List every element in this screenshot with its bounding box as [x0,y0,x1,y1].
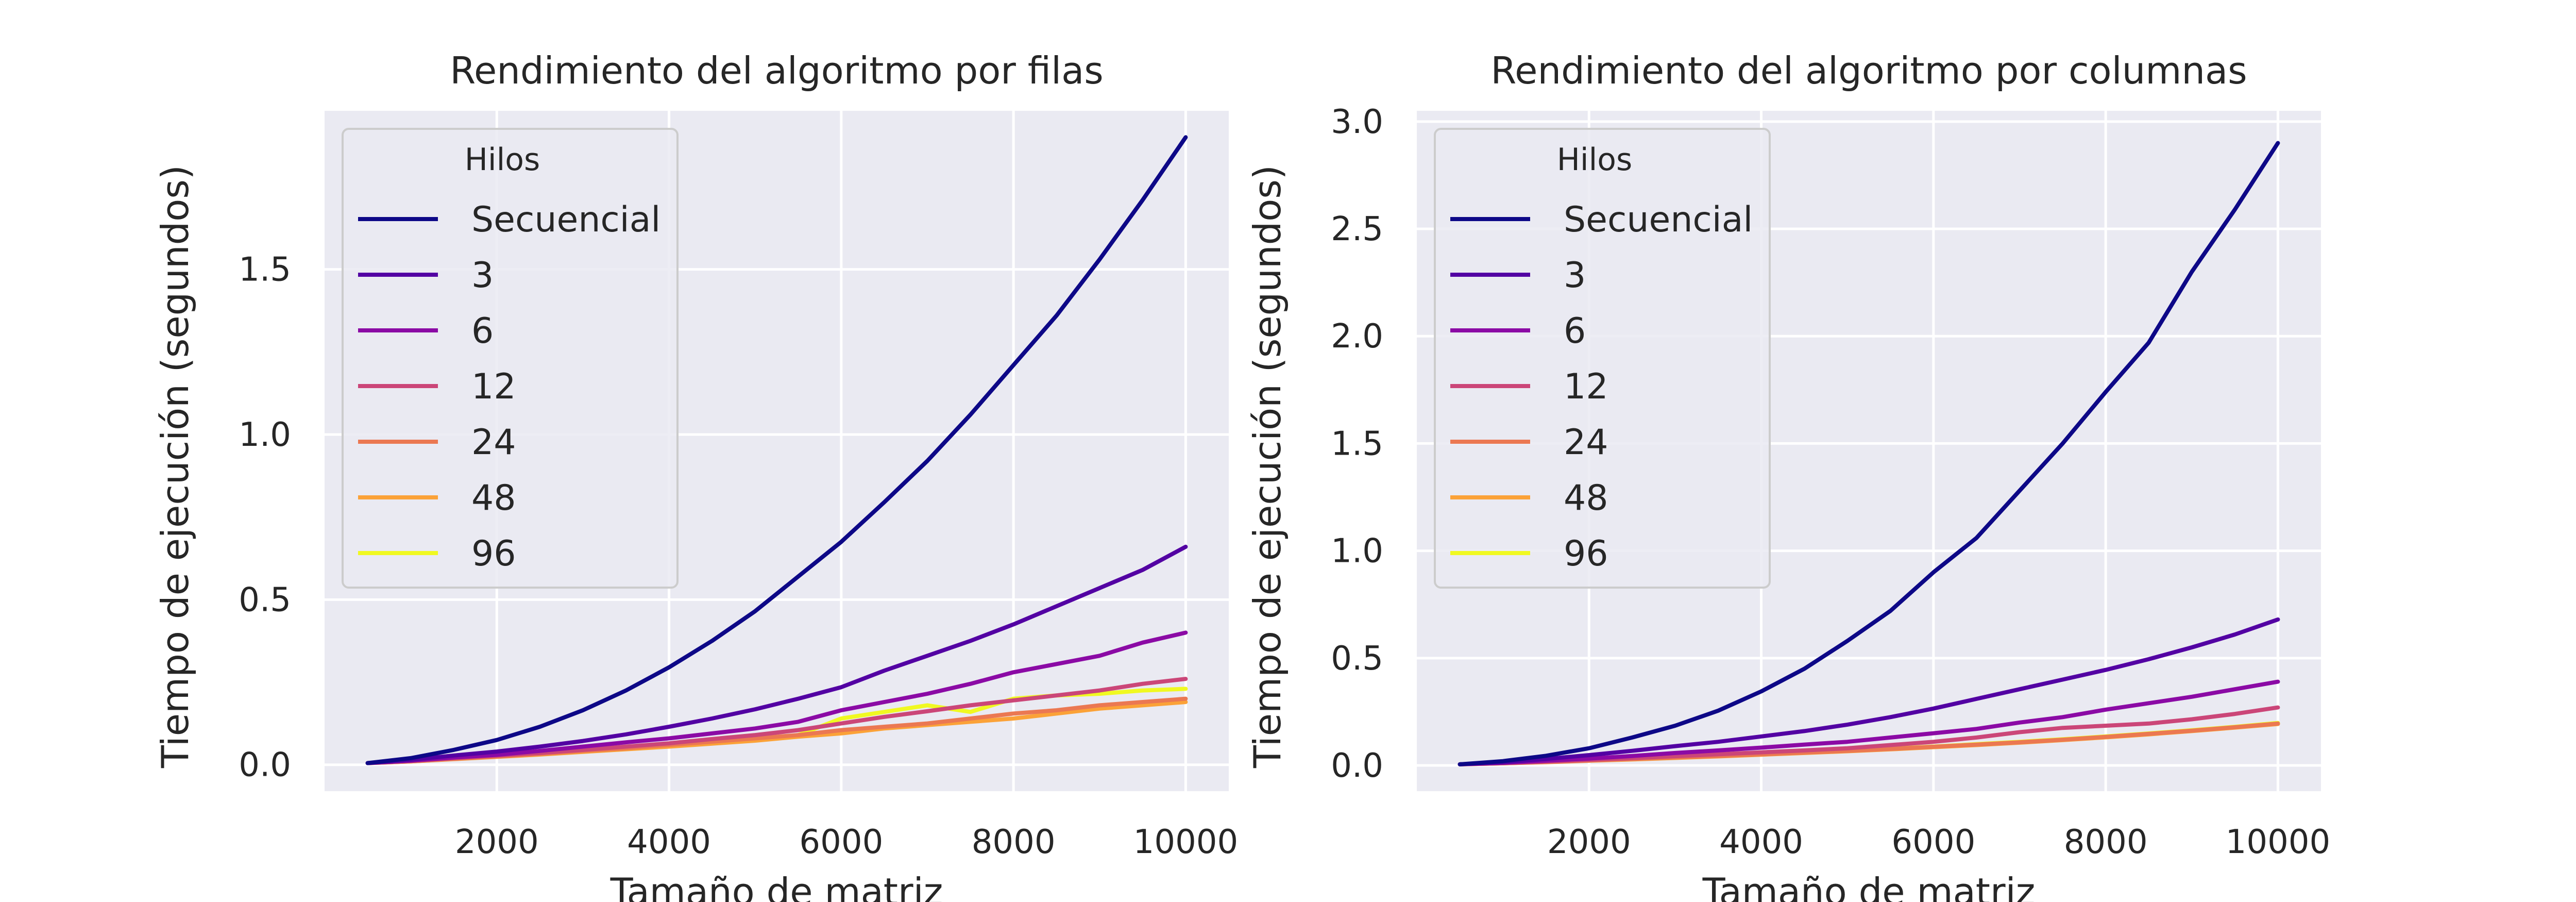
legend-label: 12 [1564,366,1608,407]
x-tick-label: 10000 [2226,823,2331,861]
legend-label: 6 [1564,311,1586,352]
y-tick-label: 1.5 [239,251,291,289]
chart-panel-2: 2000 4000 6000 8000 10000 0.0 0.5 1.0 1.5 2.0 2.5 3… [1246,49,2330,902]
legend-label: 3 [1564,255,1586,296]
legend-label: 12 [471,366,516,407]
legend-box [1434,128,1771,589]
y-tick-label: 1.0 [1331,532,1383,571]
legend-label: 24 [1564,422,1608,463]
y-tick-label: 2.5 [1331,210,1383,248]
series-line-3 [1458,617,2280,766]
y-tick-label: 0.0 [1331,747,1383,785]
legend-label: 96 [471,533,516,574]
y-tick-label: 0.5 [239,581,291,619]
x-tick-label: 2000 [455,823,539,861]
y-axis-label: Tiempo de ejecución (segundos) [1246,165,1289,769]
y-tick-label: 0.0 [239,746,291,784]
x-tick-label: 8000 [972,823,1056,861]
x-tick-label: 6000 [799,823,883,861]
legend-title: Hilos [465,142,540,178]
chart-panel-1: 2000 4000 6000 8000 10000 0.0 0.5 1.0 1.5 Rendimi… [154,49,1238,902]
series-line-3 [365,544,1188,765]
x-axis-label: Tamaño de matriz [610,870,943,902]
x-tick-label: 6000 [1891,823,1975,861]
legend-label: Secuencial [1564,199,1753,240]
legend: Hilos Secuencial 3 6 12 24 48 96 [1434,128,1771,589]
y-tick-label: 2.0 [1331,318,1383,356]
x-tick-label: 10000 [1133,823,1239,861]
series-line-secuencial [1458,141,2280,766]
legend-box [342,128,679,589]
legend-label: 24 [471,422,516,463]
chart-title: Rendimiento del algoritmo por filas [450,49,1104,92]
series-line-6 [365,630,1188,765]
x-tick-label: 8000 [2064,823,2148,861]
x-tick-label: 4000 [627,823,711,861]
x-tick-label: 2000 [1547,823,1631,861]
x-tick-label: 4000 [1719,823,1803,861]
y-tick-label: 1.0 [239,416,291,454]
y-axis-label: Tiempo de ejecución (segundos) [154,165,197,769]
legend-title: Hilos [1557,142,1632,178]
series-line-secuencial [365,135,1188,765]
legend-label: 48 [471,478,516,519]
legend-label: 96 [1564,533,1608,574]
legend-label: 3 [471,255,494,296]
y-tick-label: 1.5 [1331,425,1383,463]
chart-title: Rendimiento del algoritmo por columnas [1490,49,2247,92]
y-tick-label: 0.5 [1331,640,1383,678]
y-tick-label: 3.0 [1331,103,1383,141]
legend-label: 6 [471,311,494,352]
legend-label: Secuencial [471,199,660,240]
x-axis-label: Tamaño de matriz [1702,870,2036,902]
legend-label: 48 [1564,478,1608,519]
legend: Hilos Secuencial 3 6 12 24 48 96 [342,128,679,589]
series-line-6 [1458,679,2280,766]
